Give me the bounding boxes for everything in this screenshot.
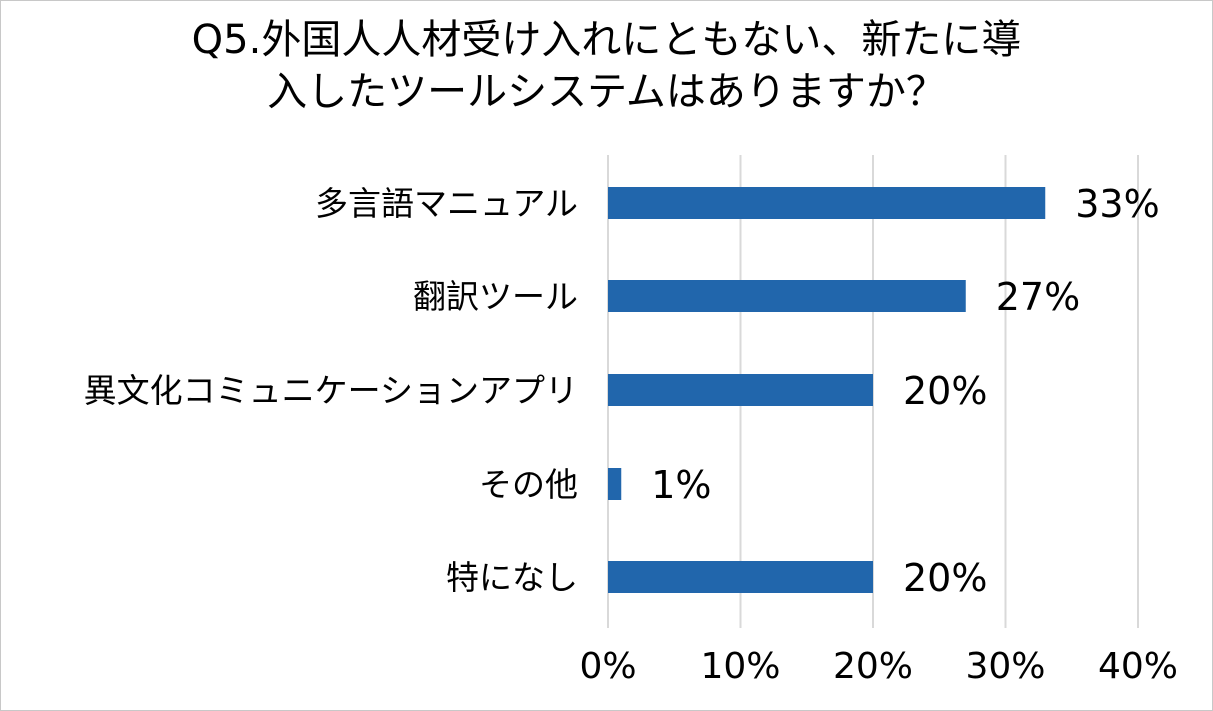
chart-title-line-2: 入したツールシステムはありますか？: [267, 69, 946, 115]
category-label: 特になし: [446, 558, 578, 597]
chart-title-line-1: Q5.外国人人材受け入れにともない、新たに導: [191, 17, 1022, 63]
data-label: 20%: [903, 369, 987, 413]
data-label: 20%: [903, 556, 987, 600]
chart-title: Q5.外国人人材受け入れにともない、新たに導 入したツールシステムはありますか？: [0, 14, 1213, 118]
data-label: 33%: [1075, 182, 1159, 226]
x-tick-label: 20%: [833, 646, 913, 687]
category-label: 異文化コミュニケーションアプリ: [84, 371, 578, 410]
category-label: 翻訳ツール: [413, 277, 578, 316]
x-tick-label: 0%: [579, 646, 636, 687]
category-label: その他: [479, 465, 578, 504]
labels: 0% 10% 20% 30% 40% 多言語マニュアル 33% 翻訳ツール 27% 異文化コミュニ…: [84, 182, 1178, 687]
x-tick-label: 30%: [965, 646, 1045, 687]
bar: [608, 561, 873, 593]
bar: [608, 468, 622, 500]
data-label: 1%: [651, 463, 711, 507]
bar: [608, 187, 1046, 219]
bars: [608, 187, 1046, 593]
category-label: 多言語マニュアル: [315, 184, 578, 223]
x-tick-label: 40%: [1098, 646, 1178, 687]
data-label: 27%: [996, 275, 1080, 319]
bar: [608, 374, 873, 406]
bar: [608, 280, 966, 312]
x-tick-label: 10%: [700, 646, 780, 687]
